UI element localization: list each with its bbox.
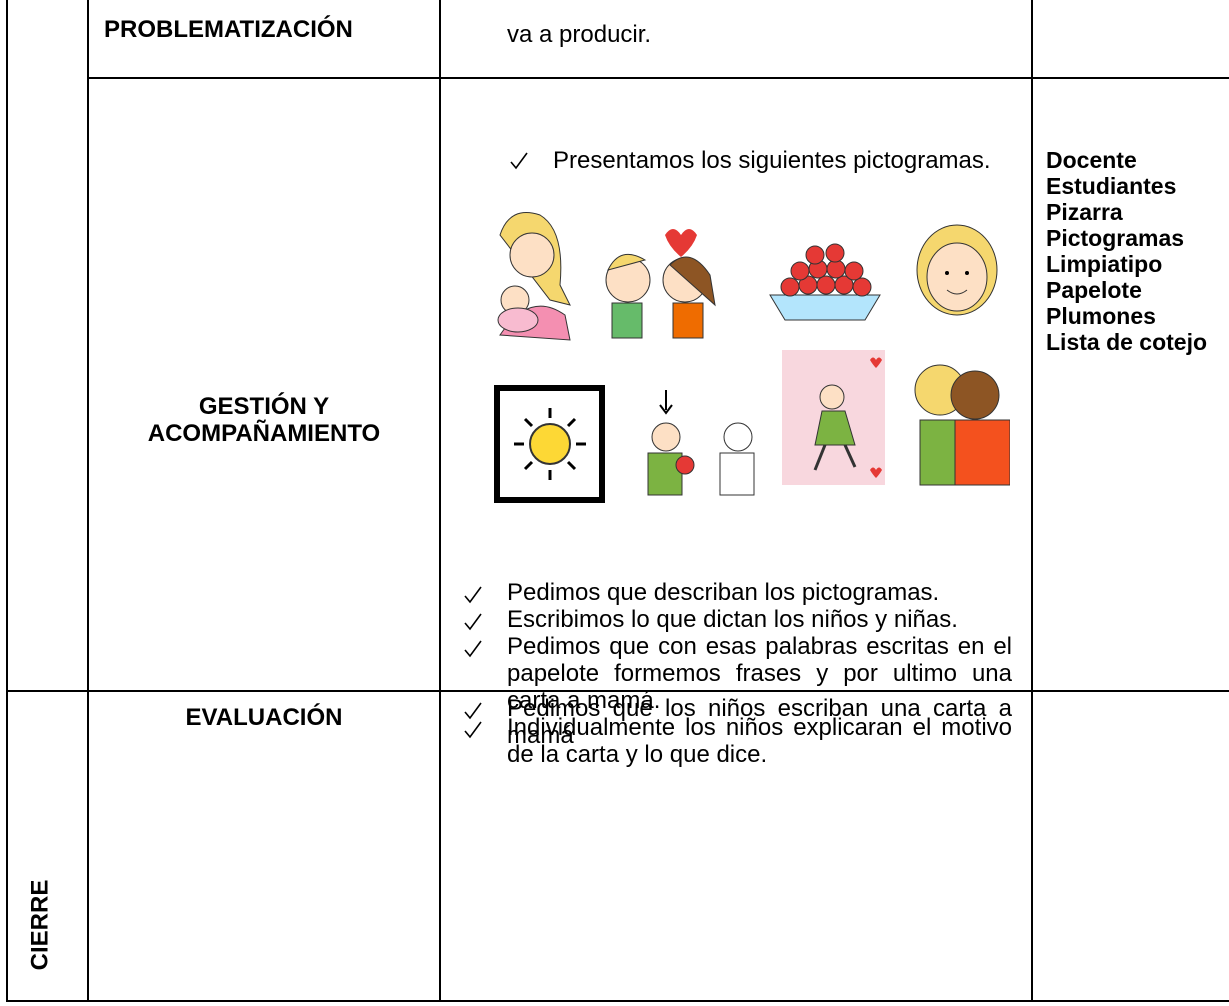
- check: [464, 721, 482, 739]
- pictogram-give: [647, 390, 755, 496]
- border: [6, 0, 8, 1002]
- border: [1031, 0, 1033, 1002]
- step-text: Individualmente los niños explicaran el …: [507, 714, 1012, 768]
- step: va a producir.: [507, 21, 652, 48]
- pictogram-mother: [497, 212, 571, 341]
- border: [439, 0, 441, 1002]
- pictogram-kiss: [782, 350, 885, 485]
- intro-text: Presentamos los siguientes pictogramas.: [553, 147, 991, 174]
- step-text: Pedimos que describan los pictogramas.: [507, 579, 940, 606]
- pictogram-face: [916, 224, 998, 316]
- pictogram-sun: [494, 385, 605, 503]
- border: [6, 690, 1229, 692]
- resource: Plumones: [1046, 303, 1156, 329]
- phase: CIERRE: [26, 879, 54, 971]
- resource: Docente: [1046, 147, 1137, 173]
- check: [464, 613, 482, 631]
- pictogram-fruit: [769, 243, 881, 321]
- intro: Presentamos los siguientes pictogramas.: [510, 145, 1011, 176]
- border: [87, 77, 1229, 79]
- resource: Pizarra: [1046, 199, 1123, 225]
- step: Pedimos que con esas palabras escritas e…: [464, 633, 1012, 714]
- check: [464, 702, 482, 720]
- border: [6, 1000, 1229, 1002]
- resource: Pictogramas: [1046, 225, 1185, 251]
- pictograms: [494, 212, 1010, 503]
- resource: Limpiatipo: [1046, 251, 1163, 277]
- step-text: Pedimos que con esas palabras escritas e…: [507, 633, 1012, 714]
- check: [464, 640, 482, 658]
- stage: GESTIÓN Y ACOMPAÑAMIENTO: [147, 393, 381, 447]
- pictogram-hug: [914, 364, 1010, 486]
- stage: EVALUACIÓN: [185, 704, 343, 731]
- border: [87, 0, 89, 1002]
- resource: Lista de cotejo: [1046, 329, 1208, 355]
- pictogram-love: [605, 229, 716, 339]
- step: Individualmente los niños explicaran el …: [464, 714, 1012, 768]
- stage: PROBLEMATIZACIÓN: [104, 16, 353, 43]
- step: Pedimos que describan los pictogramas.: [464, 579, 1012, 606]
- resource: Estudiantes: [1046, 173, 1177, 199]
- resources: Docente Estudiantes Pizarra Pictogramas Limp…: [1046, 147, 1226, 355]
- steps: Pedimos que los niños escriban una carta…: [464, 695, 1012, 749]
- steps: Pedimos que describan los pictogramas. Es…: [464, 579, 1012, 768]
- check: [464, 586, 482, 604]
- step: Escribimos lo que dictan los niños y niñ…: [464, 606, 1012, 633]
- step: Pedimos que los niños escriban una carta…: [464, 695, 1012, 749]
- check: [510, 152, 528, 170]
- step-text: Escribimos lo que dictan los niños y niñ…: [507, 606, 958, 633]
- step-text: Pedimos que los niños escriban una carta…: [507, 695, 1012, 749]
- resource: Papelote: [1046, 277, 1142, 303]
